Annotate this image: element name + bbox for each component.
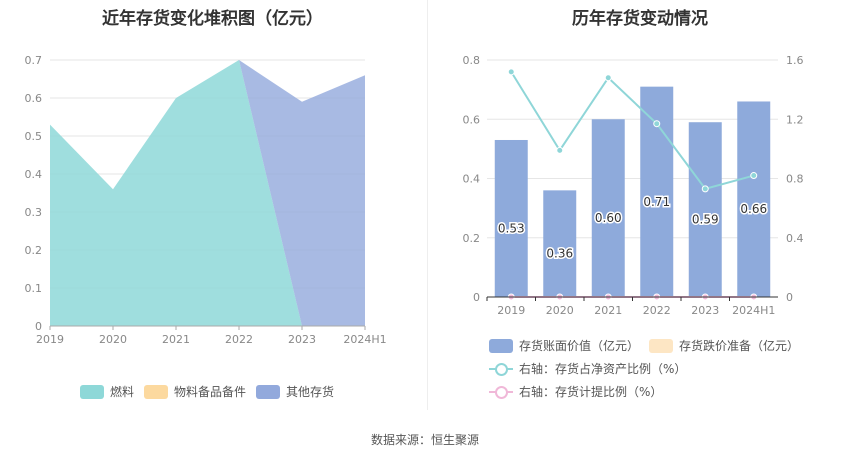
right-left-y-tick-label: 0.4 bbox=[463, 173, 481, 186]
bar-data-label: 0.71 bbox=[643, 195, 670, 209]
legend-item-impairment[interactable]: 存货跌价准备（亿元） bbox=[649, 337, 799, 354]
left-x-tick-label: 2024H1 bbox=[343, 333, 386, 346]
data-source-note: 数据来源：恒生聚源 bbox=[370, 433, 479, 447]
legend-swatch-book-value bbox=[489, 338, 513, 353]
right-right-y-tick-label: 0 bbox=[786, 291, 793, 304]
left-x-tick-label: 2022 bbox=[225, 333, 253, 346]
bar-data-label: 0.66 bbox=[740, 202, 767, 216]
net-asset-ratio-point bbox=[507, 68, 515, 76]
legend-label-impairment: 存货跌价准备（亿元） bbox=[679, 339, 800, 353]
legend-swatch-provision-ratio bbox=[489, 385, 513, 399]
legend-swatch-other-inventory bbox=[256, 384, 280, 399]
legend-swatch-impairment bbox=[649, 338, 673, 353]
right-left-y-tick-label: 0.8 bbox=[463, 54, 481, 67]
right-x-tick-label: 2020 bbox=[546, 304, 574, 317]
left-x-tick-label: 2019 bbox=[36, 333, 64, 346]
right-chart-title: 历年存货变动情况 bbox=[572, 9, 708, 29]
left-x-tick-label: 2023 bbox=[288, 333, 316, 346]
legend-item-spare-parts[interactable]: 物料备品备件 bbox=[144, 383, 246, 400]
right-right-y-tick-label: 0.8 bbox=[786, 173, 804, 186]
legend-item-net-asset-ratio[interactable]: 右轴：存货占净资产比例（%） bbox=[489, 360, 686, 377]
legend-label-net-asset-ratio: 右轴：存货占净资产比例（%） bbox=[519, 362, 687, 376]
inventory-bar bbox=[737, 101, 771, 297]
left-area-chart: 0 0.1 0.2 0.3 0.4 0.5 0.6 0.7 2019 2020 2021 2022 20… bbox=[25, 54, 387, 346]
inventory-bar bbox=[591, 119, 625, 297]
right-right-y-tick-label: 1.6 bbox=[786, 54, 804, 67]
right-x-tick-label: 2021 bbox=[594, 304, 622, 317]
left-y-tick-label: 0 bbox=[35, 320, 42, 333]
right-left-y-tick-label: 0 bbox=[473, 291, 480, 304]
left-chart-title: 近年存货变化堆积图（亿元） bbox=[102, 9, 323, 29]
left-x-tick-label: 2021 bbox=[162, 333, 190, 346]
right-bar-line-chart: 0 0.2 0.4 0.6 0.8 0 0.4 0.8 1.2 1.6 0.53 0.36 0.60 0.… bbox=[463, 54, 804, 317]
legend-item-provision-ratio[interactable]: 右轴：存货计提比例（%） bbox=[489, 383, 662, 400]
left-y-tick-label: 0.6 bbox=[25, 92, 43, 105]
net-asset-ratio-point bbox=[556, 146, 564, 154]
left-y-tick-label: 0.4 bbox=[25, 168, 43, 181]
legend-label-book-value: 存货账面价值（亿元） bbox=[519, 339, 640, 353]
left-y-tick-label: 0.3 bbox=[25, 206, 43, 219]
right-x-tick-label: 2019 bbox=[497, 304, 525, 317]
legend-swatch-net-asset-ratio bbox=[489, 362, 513, 376]
legend-item-book-value[interactable]: 存货账面价值（亿元） bbox=[489, 337, 639, 354]
legend-label-fuel: 燃料 bbox=[110, 385, 135, 399]
net-asset-ratio-point bbox=[701, 185, 709, 193]
left-y-tick-label: 0.7 bbox=[25, 54, 43, 67]
inventory-bar bbox=[543, 190, 577, 297]
legend-swatch-fuel bbox=[80, 384, 104, 399]
right-x-tick-label: 2022 bbox=[643, 304, 671, 317]
legend-label-other-inventory: 其他存货 bbox=[286, 385, 335, 399]
left-y-tick-label: 0.1 bbox=[25, 282, 43, 295]
legend-item-fuel[interactable]: 燃料 bbox=[80, 383, 134, 400]
bar-data-label: 0.60 bbox=[595, 211, 622, 225]
legend-swatch-spare-parts bbox=[144, 384, 168, 399]
legend-item-other-inventory[interactable]: 其他存货 bbox=[256, 383, 334, 400]
bar-data-label: 0.36 bbox=[546, 247, 573, 261]
net-asset-ratio-point bbox=[653, 120, 661, 128]
panel-divider bbox=[427, 0, 428, 410]
net-asset-ratio-point bbox=[604, 74, 612, 82]
bar-data-label: 0.53 bbox=[498, 221, 525, 235]
right-left-y-tick-label: 0.2 bbox=[463, 232, 481, 245]
right-x-tick-label: 2023 bbox=[691, 304, 719, 317]
right-right-y-tick-label: 1.2 bbox=[786, 113, 804, 126]
net-asset-ratio-point bbox=[750, 172, 758, 180]
right-left-y-tick-label: 0.6 bbox=[463, 113, 481, 126]
left-y-tick-label: 0.5 bbox=[25, 130, 43, 143]
inventory-bar bbox=[494, 139, 528, 297]
net-asset-ratio-line bbox=[510, 71, 755, 191]
inventory-bar bbox=[640, 86, 674, 297]
area-series-2 bbox=[50, 60, 365, 326]
right-x-tick-label: 2024H1 bbox=[732, 304, 775, 317]
bar-data-label: 0.59 bbox=[692, 213, 719, 227]
left-x-tick-label: 2020 bbox=[99, 333, 127, 346]
left-y-tick-label: 0.2 bbox=[25, 244, 43, 257]
right-right-y-tick-label: 0.4 bbox=[786, 232, 804, 245]
inventory-bar bbox=[688, 122, 722, 298]
legend-label-spare-parts: 物料备品备件 bbox=[174, 385, 247, 399]
legend-label-provision-ratio: 右轴：存货计提比例（%） bbox=[519, 385, 663, 399]
